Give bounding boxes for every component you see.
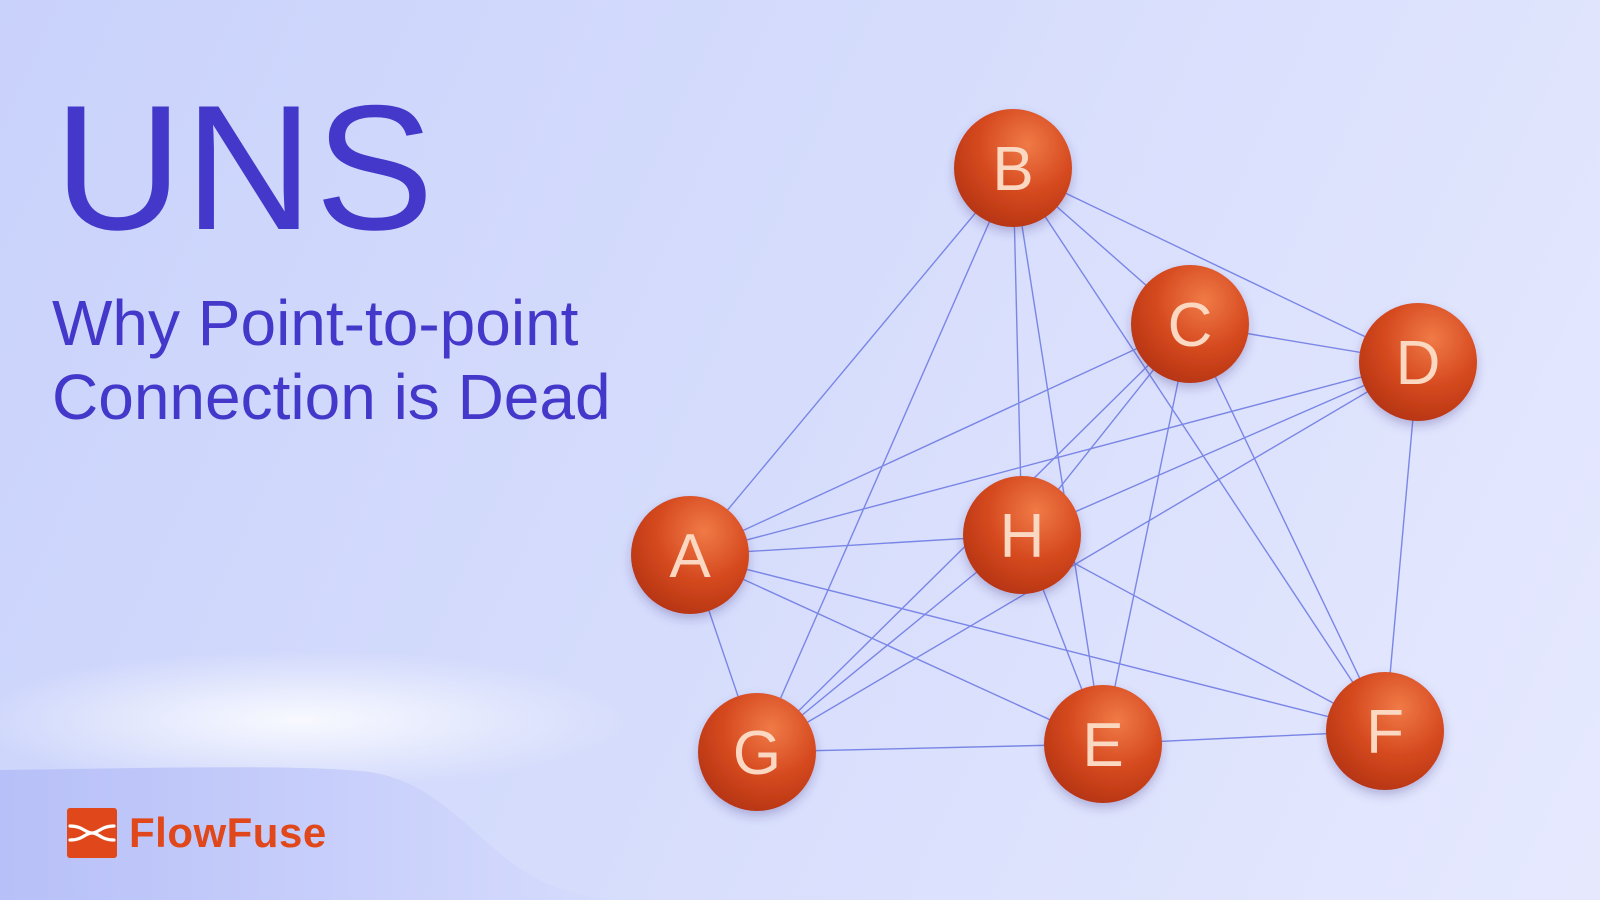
edge-b-d bbox=[1012, 167, 1419, 363]
edge-a-c bbox=[689, 323, 1191, 556]
node-label: D bbox=[1396, 329, 1441, 398]
node-a: A bbox=[631, 496, 749, 614]
node-f: F bbox=[1326, 672, 1444, 790]
node-circle bbox=[1326, 672, 1444, 790]
edge-d-f bbox=[1384, 361, 1419, 732]
edge-b-e bbox=[1012, 167, 1104, 745]
node-label: A bbox=[669, 522, 711, 591]
edge-layer bbox=[689, 167, 1419, 753]
edge-b-h bbox=[1012, 167, 1023, 536]
node-layer: A B C D E F G H bbox=[631, 109, 1477, 811]
edge-c-e bbox=[1102, 323, 1191, 745]
node-g: G bbox=[698, 693, 816, 811]
flowfuse-logo-icon bbox=[67, 808, 117, 858]
edge-c-f bbox=[1189, 323, 1386, 732]
node-label: B bbox=[992, 135, 1033, 204]
node-e: E bbox=[1044, 685, 1162, 803]
edge-a-e bbox=[689, 554, 1104, 745]
node-label: G bbox=[733, 719, 781, 788]
node-d: D bbox=[1359, 303, 1477, 421]
node-circle bbox=[963, 476, 1081, 594]
node-b: B bbox=[954, 109, 1072, 227]
node-h: H bbox=[963, 476, 1081, 594]
node-circle bbox=[698, 693, 816, 811]
edge-d-g bbox=[756, 361, 1419, 753]
node-label: E bbox=[1082, 711, 1123, 780]
node-circle bbox=[954, 109, 1072, 227]
node-circle bbox=[1044, 685, 1162, 803]
node-circle bbox=[631, 496, 749, 614]
subtitle-line-2: Connection is Dead bbox=[52, 361, 611, 433]
page-title: UNS bbox=[54, 68, 436, 267]
brand-logo: FlowFuse bbox=[67, 808, 327, 858]
node-label: H bbox=[1000, 502, 1045, 571]
brand-name: FlowFuse bbox=[129, 809, 327, 856]
node-label: F bbox=[1366, 698, 1404, 767]
subtitle-line-1: Why Point-to-point bbox=[52, 287, 579, 359]
node-c: C bbox=[1131, 265, 1249, 383]
node-circle bbox=[1131, 265, 1249, 383]
edge-h-f bbox=[1021, 534, 1386, 732]
edge-a-b bbox=[689, 167, 1014, 556]
node-circle bbox=[1359, 303, 1477, 421]
edge-b-f bbox=[1012, 167, 1386, 732]
page-subtitle: Why Point-to-point Connection is Dead bbox=[52, 286, 611, 434]
edge-b-g bbox=[756, 167, 1014, 753]
edge-d-h bbox=[1021, 361, 1419, 536]
node-label: C bbox=[1168, 291, 1213, 360]
edge-a-f bbox=[689, 554, 1386, 732]
